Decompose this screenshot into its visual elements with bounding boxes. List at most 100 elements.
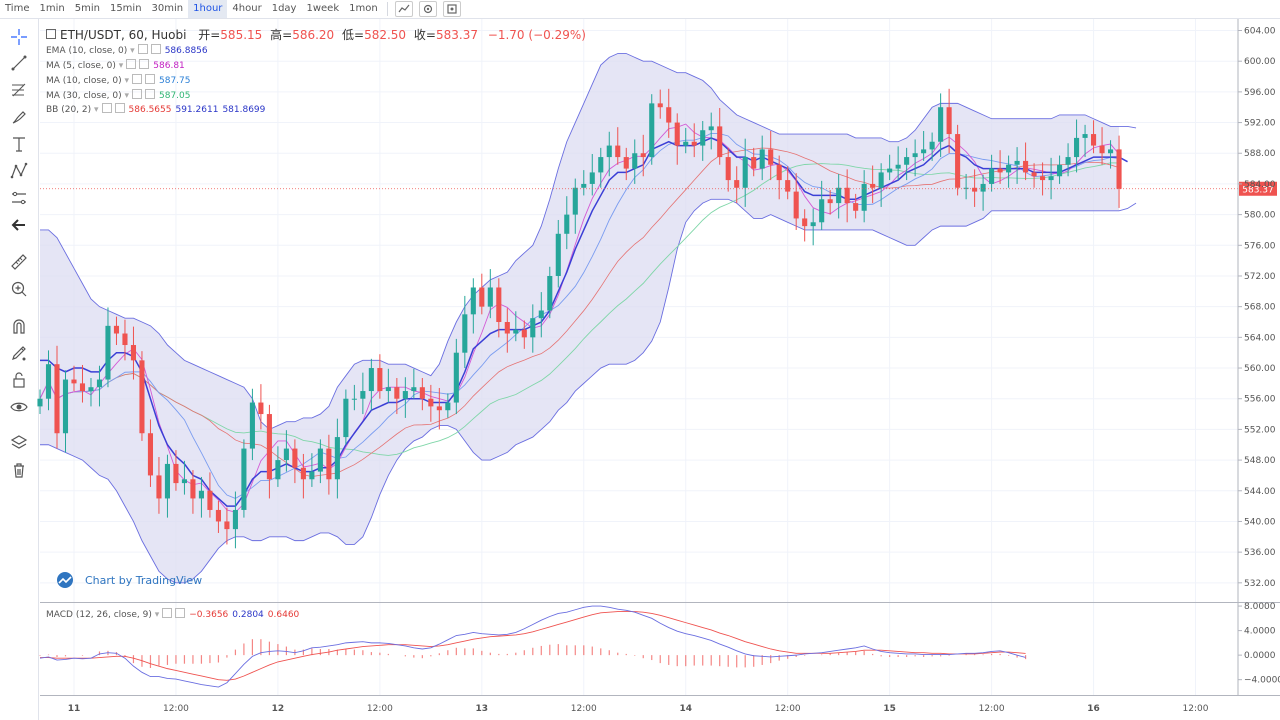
- remove-indicator-icon[interactable]: [114, 103, 125, 113]
- candle-body: [717, 126, 723, 158]
- candle-body: [487, 287, 493, 307]
- candle-body: [649, 103, 655, 158]
- candle-body: [275, 460, 281, 480]
- candle-body: [878, 172, 884, 188]
- ruler-icon[interactable]: [9, 252, 29, 272]
- tradingview-watermark[interactable]: Chart by TradingView: [54, 572, 202, 588]
- remove-indicator-icon[interactable]: [145, 74, 155, 84]
- candle-body: [504, 322, 510, 334]
- arrow-left-icon[interactable]: [9, 215, 29, 235]
- candle-body: [1082, 134, 1088, 138]
- candle-body: [394, 387, 400, 399]
- crosshair-icon[interactable]: [9, 27, 29, 47]
- timeframe-1day[interactable]: 1day: [271, 3, 297, 14]
- candle-body: [572, 187, 578, 215]
- settings-toggle-icon[interactable]: [162, 608, 173, 618]
- y-tick-label: 596.00: [1244, 88, 1276, 98]
- lock-drawings-icon[interactable]: [9, 343, 29, 363]
- dropdown-arrow-icon[interactable]: ▾: [91, 105, 99, 115]
- candle-body: [62, 379, 69, 434]
- candle-body: [1074, 137, 1080, 158]
- candle-body: [776, 164, 782, 181]
- magnet-icon[interactable]: [9, 316, 29, 336]
- timeframe-1min[interactable]: 1min: [39, 3, 65, 14]
- macd-name[interactable]: MACD (12, 26, close, 9): [46, 610, 152, 620]
- brush-icon[interactable]: [9, 107, 29, 127]
- text-icon[interactable]: [9, 134, 29, 154]
- candle-body: [929, 141, 935, 150]
- timeframe-15min[interactable]: 15min: [109, 3, 142, 14]
- candle-body: [343, 398, 349, 438]
- candle-body: [88, 387, 94, 392]
- dropdown-arrow-icon[interactable]: ▾: [121, 76, 129, 86]
- dropdown-arrow-icon[interactable]: ▾: [121, 91, 129, 101]
- close-label: 收=: [413, 28, 436, 42]
- trash-icon[interactable]: [9, 460, 29, 480]
- layers-icon[interactable]: [9, 433, 29, 453]
- dropdown-arrow-icon[interactable]: ▾: [127, 46, 135, 56]
- dropdown-arrow-icon[interactable]: ▾: [115, 61, 124, 71]
- dropdown-arrow-icon[interactable]: ▾: [151, 610, 160, 620]
- timeframe-time[interactable]: Time: [5, 3, 30, 14]
- candle-body: [793, 191, 799, 219]
- candle-body: [122, 333, 128, 346]
- indicator-name[interactable]: BB (20, 2): [46, 105, 92, 115]
- candle-body: [521, 329, 527, 338]
- candle-body: [632, 153, 638, 169]
- x-tick-label: 15: [883, 704, 896, 714]
- candle-body: [530, 318, 536, 338]
- fib-tool-icon[interactable]: [9, 80, 29, 100]
- bb-upper-line: [40, 53, 1137, 430]
- watermark-text: Chart by TradingView: [85, 573, 203, 587]
- timeframe-4hour[interactable]: 4hour: [232, 3, 262, 14]
- pattern-icon[interactable]: [9, 161, 29, 181]
- remove-indicator-icon[interactable]: [139, 59, 150, 69]
- settings-toggle-icon[interactable]: [101, 103, 112, 113]
- settings-toggle-icon[interactable]: [132, 89, 142, 99]
- remove-indicator-icon[interactable]: [145, 89, 155, 99]
- indicator-name[interactable]: MA (5, close, 0): [46, 61, 116, 71]
- candle-body: [640, 153, 646, 158]
- x-tick-label: 12: [272, 704, 285, 714]
- candle-body: [173, 463, 179, 484]
- remove-indicator-icon[interactable]: [150, 44, 161, 54]
- macd-value: 0.2804: [232, 610, 264, 620]
- zoom-in-icon[interactable]: [9, 279, 29, 299]
- timeframe-1week[interactable]: 1week: [306, 3, 340, 14]
- chart-type-icon[interactable]: [394, 1, 413, 17]
- settings-icon[interactable]: [418, 1, 437, 17]
- candle-body: [785, 180, 791, 192]
- fullscreen-icon[interactable]: [442, 1, 461, 17]
- change-value: −1.70 (−0.29%): [487, 28, 586, 42]
- indicator-name[interactable]: MA (10, close, 0): [46, 76, 122, 86]
- x-tick-label: 12:00: [367, 704, 393, 714]
- timeframe-1hour[interactable]: 1hour: [188, 0, 228, 18]
- eye-icon[interactable]: [9, 397, 29, 417]
- bb-basis-line: [39, 147, 1120, 477]
- settings-toggle-icon[interactable]: [126, 59, 137, 69]
- toolbar-divider: [386, 2, 388, 16]
- candle-body: [266, 414, 272, 480]
- tradingview-logo-icon: [57, 572, 73, 588]
- indicator-name[interactable]: MA (30, close, 0): [46, 91, 122, 101]
- candle-body: [351, 398, 357, 400]
- indicator-name[interactable]: EMA (10, close, 0): [46, 46, 128, 56]
- trend-line-icon[interactable]: [9, 53, 29, 73]
- timeframe-30min[interactable]: 30min: [151, 3, 184, 14]
- prediction-icon[interactable]: [9, 188, 29, 208]
- candle-body: [453, 352, 459, 403]
- settings-toggle-icon[interactable]: [132, 74, 142, 84]
- collapse-icon[interactable]: [46, 29, 56, 39]
- timeframe-1mon[interactable]: 1mon: [349, 3, 378, 14]
- settings-toggle-icon[interactable]: [137, 44, 148, 54]
- remove-indicator-icon[interactable]: [175, 608, 186, 618]
- macd-value: −0.3656: [189, 610, 229, 620]
- y-tick-label: 548.00: [1244, 456, 1276, 466]
- macd-legend: MACD (12, 26, close, 9) ▾ −0.3656 0.2804 0.…: [46, 608, 299, 620]
- y-tick-label: 532.00: [1244, 579, 1276, 589]
- lock-icon[interactable]: [9, 370, 29, 390]
- timeframe-5min[interactable]: 5min: [74, 3, 100, 14]
- low-label: 低=: [342, 28, 365, 42]
- candle-body: [479, 287, 485, 307]
